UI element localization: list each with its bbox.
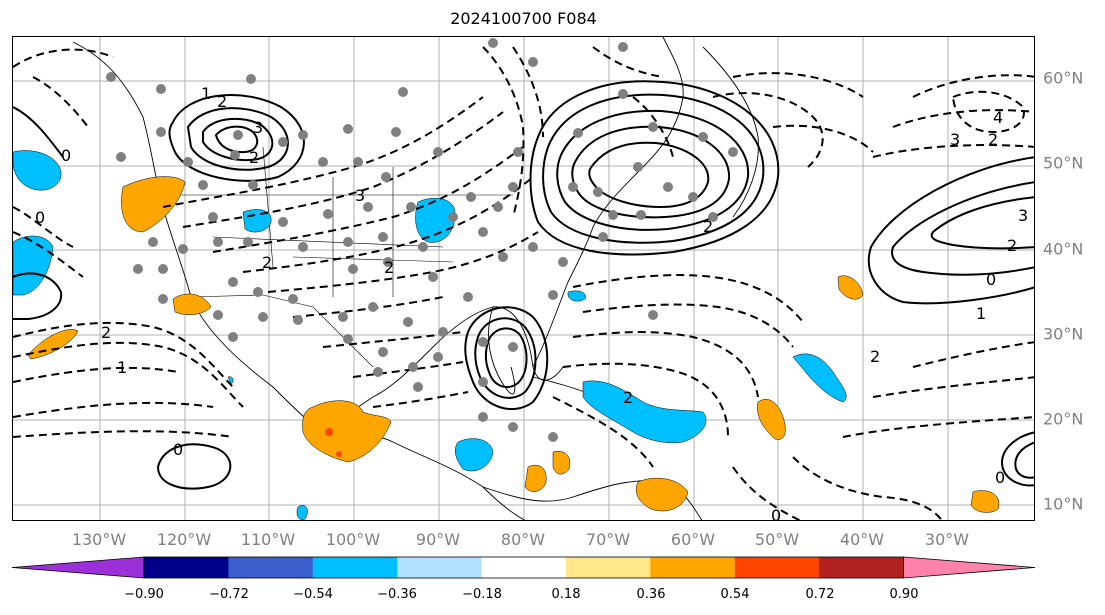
colorbar <box>11 556 1036 579</box>
lon-label-60w: 60°W <box>670 530 716 549</box>
colorbar-tick: −0.72 <box>209 587 249 602</box>
contour-label: 0 <box>61 146 71 165</box>
colorbar-segment <box>312 557 398 578</box>
lon-label-70w: 70°W <box>585 530 631 549</box>
contour-label: 2 <box>703 217 713 236</box>
station-markers <box>106 38 738 442</box>
lat-label-40n: 40°N <box>1043 239 1084 259</box>
map-canvas: 1 2 3 0 2 3 2 0 2 2 3 2 4 3 2 0 1 2 0 2 … <box>13 37 1034 521</box>
contour-label: 0 <box>995 468 1005 487</box>
colorbar-tick: −0.54 <box>293 587 333 602</box>
contour-label: 2 <box>988 130 998 149</box>
contour-label: 0 <box>173 440 183 459</box>
lat-label-20n: 20°N <box>1043 409 1084 429</box>
contour-label: 1 <box>201 84 211 103</box>
colorbar-segment <box>481 557 567 578</box>
colorbar-tick: 0.72 <box>805 587 835 602</box>
colorbar-segment <box>650 557 736 578</box>
colorbar-segment <box>397 557 483 578</box>
contour-labels: 1 2 3 0 2 3 2 0 2 2 3 2 4 3 2 0 1 2 0 2 … <box>35 84 1028 521</box>
contour-label: 2 <box>217 92 227 111</box>
lon-label-130w: 130°W <box>71 530 127 549</box>
lon-label-40w: 40°W <box>839 530 885 549</box>
contour-label: 2 <box>384 258 394 277</box>
lon-label-90w: 90°W <box>415 530 461 549</box>
contour-label: 0 <box>986 270 996 289</box>
anomaly-shading <box>13 150 1000 520</box>
lat-label-30n: 30°N <box>1043 324 1084 344</box>
contour-label: 0 <box>35 208 45 227</box>
colorbar-tick: 0.54 <box>720 587 750 602</box>
map-panel: 1 2 3 0 2 3 2 0 2 2 3 2 4 3 2 0 1 2 0 2 … <box>12 36 1035 521</box>
contour-label: 2 <box>623 388 633 407</box>
lon-label-50w: 50°W <box>754 530 800 549</box>
contour-label: 1 <box>976 304 986 323</box>
colorbar-outline <box>143 556 904 579</box>
contour-label: 3 <box>1018 206 1028 225</box>
contour-label: 2 <box>1007 236 1017 255</box>
lon-label-110w: 110°W <box>240 530 296 549</box>
lon-label-120w: 120°W <box>156 530 212 549</box>
graticule <box>13 37 1034 520</box>
borders <box>163 146 513 368</box>
colorbar-segment <box>228 557 314 578</box>
colorbar-segment <box>144 557 229 578</box>
lat-label-50n: 50°N <box>1043 153 1084 173</box>
contour-label: 2 <box>101 323 111 342</box>
colorbar-tick: 0.90 <box>889 587 919 602</box>
contour-label: 3 <box>253 118 263 137</box>
colorbar-tick: 0.36 <box>636 587 666 602</box>
colorbar-tick: 0.18 <box>551 587 581 602</box>
lat-label-10n: 10°N <box>1043 494 1084 514</box>
lat-label-60n: 60°N <box>1043 68 1084 88</box>
colorbar-tick: −0.90 <box>124 587 164 602</box>
colorbar-tick: −0.36 <box>377 587 417 602</box>
contour-label: 0 <box>771 506 781 521</box>
contour-label: 3 <box>950 130 960 149</box>
lon-label-100w: 100°W <box>325 530 381 549</box>
contour-label: 2 <box>249 148 259 167</box>
contour-label: 2 <box>870 347 880 366</box>
colorbar-segment <box>734 557 820 578</box>
colorbar-tick: −0.18 <box>462 587 502 602</box>
contour-label: 3 <box>355 186 365 205</box>
colorbar-extend-high <box>903 556 1036 579</box>
contour-label: 4 <box>993 108 1003 127</box>
positive-contours <box>13 80 1034 490</box>
lon-label-80w: 80°W <box>500 530 546 549</box>
contour-label: 2 <box>262 253 272 272</box>
colorbar-extend-low <box>11 556 145 579</box>
negative-contours <box>13 46 1034 520</box>
colorbar-segment <box>819 557 905 578</box>
map-title: 2024100700 F084 <box>450 9 597 28</box>
contour-label: 1 <box>117 358 127 377</box>
lon-label-30w: 30°W <box>924 530 970 549</box>
colorbar-segment <box>566 557 651 578</box>
